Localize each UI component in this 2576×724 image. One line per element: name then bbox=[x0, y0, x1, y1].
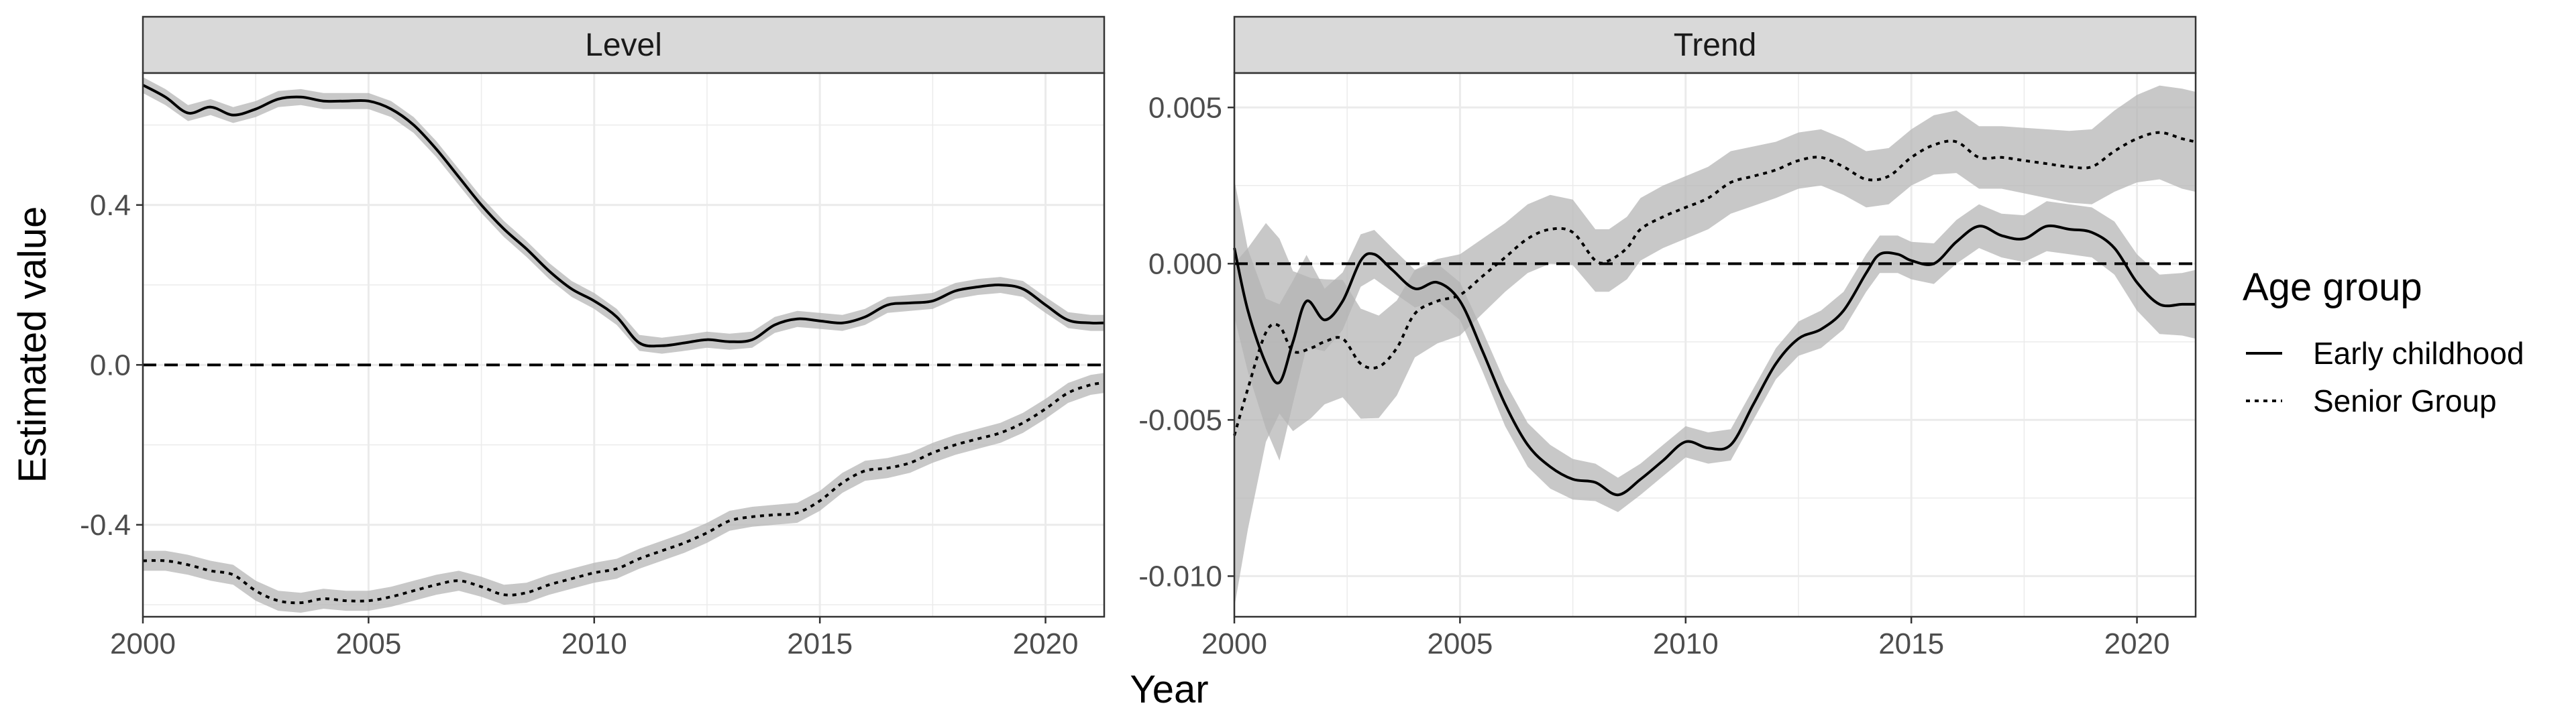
legend-label-senior-group: Senior Group bbox=[2313, 383, 2497, 418]
trend-x-tick-label: 2015 bbox=[1878, 627, 1944, 660]
level-y-tick-label: -0.4 bbox=[80, 509, 131, 542]
trend-x-tick-label: 2010 bbox=[1653, 627, 1719, 660]
y-axis-title: Estimated value bbox=[11, 206, 54, 483]
panel-trend-border bbox=[1233, 72, 2197, 618]
trend-band-senior-group bbox=[1234, 85, 2196, 608]
level-y-tick-label: 0.0 bbox=[90, 349, 131, 381]
x-axis-title: Year bbox=[1130, 668, 1208, 711]
trend-y-tick-label: 0.000 bbox=[1148, 247, 1222, 280]
panel-trend-x-axis: 2000 2005 2010 2015 2020 bbox=[1201, 617, 2169, 660]
trend-x-tick-label: 2000 bbox=[1201, 627, 1267, 660]
panel-trend-series-lines bbox=[1233, 131, 2196, 497]
trend-line-senior-group bbox=[1233, 131, 2196, 436]
trend-x-tick-label: 2005 bbox=[1427, 627, 1493, 660]
panel-level-series-lines bbox=[142, 84, 1105, 605]
level-x-tick-label: 2005 bbox=[335, 627, 401, 660]
level-x-tick-label: 2015 bbox=[787, 627, 853, 660]
level-x-tick-label: 2020 bbox=[1013, 627, 1079, 660]
legend-label-early-childhood: Early childhood bbox=[2313, 336, 2524, 371]
panel-level-x-axis: 2000 2005 2010 2015 2020 bbox=[110, 617, 1078, 660]
trend-x-tick-label: 2020 bbox=[2104, 627, 2170, 660]
level-y-tick-label: 0.4 bbox=[90, 189, 131, 222]
panel-trend-y-axis: 0.005 0.000 -0.005 -0.010 bbox=[1138, 91, 1234, 593]
panel-level-strip bbox=[142, 15, 1106, 74]
trend-line-early-childhood bbox=[1233, 224, 2196, 497]
level-line-early-childhood bbox=[142, 84, 1105, 348]
level-line-senior-group bbox=[142, 381, 1105, 605]
level-x-tick-label: 2010 bbox=[561, 627, 627, 660]
panel-trend-title: Trend bbox=[1674, 27, 1757, 63]
trend-y-tick-label: -0.010 bbox=[1138, 560, 1222, 593]
legend: Age group Early childhood Senior Group bbox=[2243, 265, 2524, 418]
trend-y-tick-label: 0.005 bbox=[1148, 91, 1222, 124]
panel-trend-strip bbox=[1233, 15, 2197, 74]
panel-level-border bbox=[142, 72, 1106, 618]
level-x-tick-label: 2000 bbox=[110, 627, 176, 660]
legend-title: Age group bbox=[2243, 265, 2422, 309]
panel-level-y-axis: 0.4 0.0 -0.4 bbox=[80, 189, 143, 542]
trend-y-tick-label: -0.005 bbox=[1138, 404, 1222, 436]
panel-level-background bbox=[143, 73, 1104, 617]
panel-level-title: Level bbox=[585, 27, 662, 63]
panel-level: Level 0.4 0.0 -0.4 2000 2005 2010 2015 2020 bbox=[80, 15, 1106, 660]
panel-trend: Trend 0.005 0.000 -0.005 -0.010 2000 2005 201… bbox=[1138, 15, 2197, 660]
